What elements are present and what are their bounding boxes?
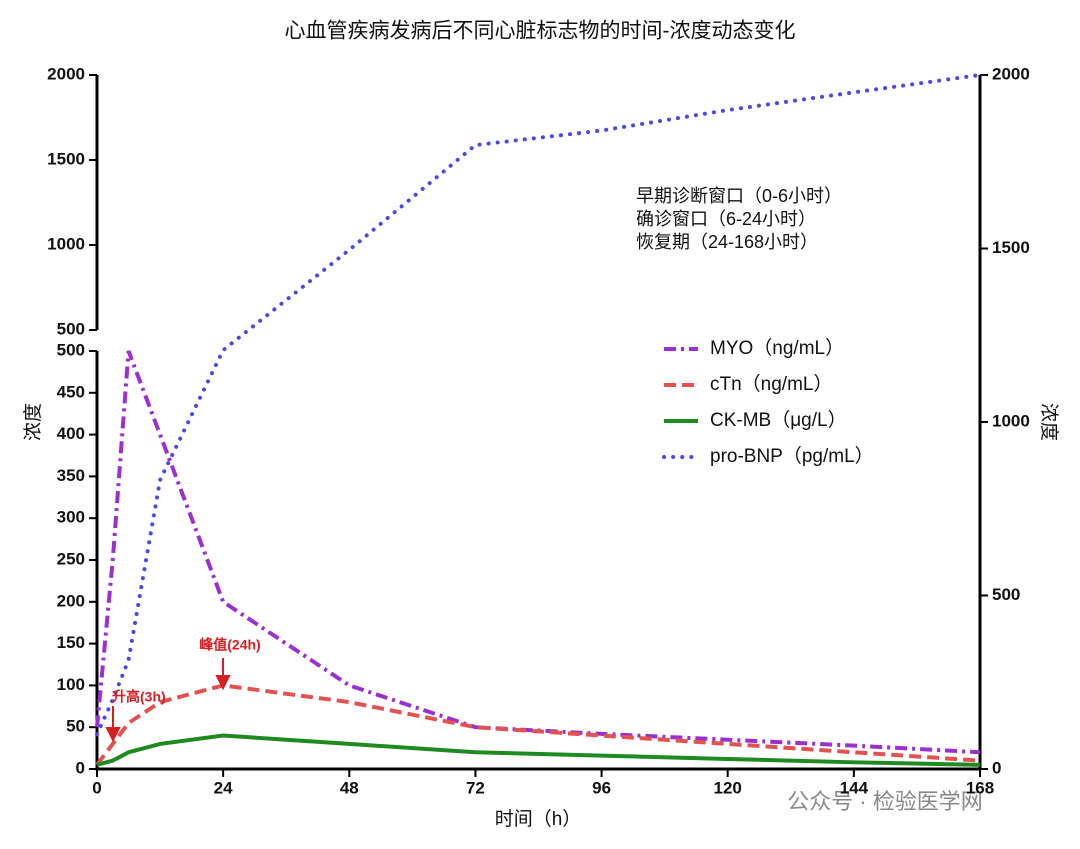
y-tick-label: 250 <box>57 549 85 568</box>
annotation-arrow <box>105 706 121 743</box>
y-tick-label: 150 <box>57 633 85 652</box>
series-line <box>95 350 981 755</box>
x-tick-label: 24 <box>214 778 233 797</box>
y-tick-label: 50 <box>66 717 85 736</box>
y-tick-label: 1500 <box>47 149 85 168</box>
x-tick-label: 120 <box>714 778 742 797</box>
x-tick-label: 0 <box>92 778 101 797</box>
y-tick-label: 450 <box>57 382 85 401</box>
y2-axis-label: 浓度 <box>1038 403 1060 441</box>
y-tick-label: 400 <box>57 424 85 443</box>
x-tick-label: 168 <box>966 778 994 797</box>
y-tick-label: 300 <box>57 508 85 527</box>
series-line <box>96 733 981 767</box>
annotation: 峰值(24h) <box>199 637 260 653</box>
x-tick-label: 72 <box>466 778 485 797</box>
legend-label: MYO（ng/mL） <box>710 337 844 359</box>
y-tick-label: 200 <box>57 591 85 610</box>
y-tick-label: 1000 <box>47 234 85 253</box>
y-tick-label: 350 <box>57 466 85 485</box>
chart-title: 心血管疾病发病后不同心脏标志物的时间-浓度动态变化 <box>285 20 796 43</box>
y2-tick-label: 500 <box>992 585 1020 604</box>
x-tick-label: 96 <box>592 778 611 797</box>
axes <box>95 75 982 771</box>
y-tick-label: 500 <box>57 319 85 338</box>
series-line <box>95 683 981 767</box>
y2-tick-label: 0 <box>992 758 1001 777</box>
y2-tick-label: 1500 <box>992 238 1030 257</box>
note-line: 早期诊断窗口（0-6小时） <box>636 186 842 206</box>
legend-label: cTn（ng/mL） <box>710 373 832 395</box>
note-line: 恢复期（24-168小时） <box>636 232 818 252</box>
y-tick-label: 500 <box>57 340 85 359</box>
x-tick-label: 48 <box>340 778 359 797</box>
y2-tick-label: 1000 <box>992 411 1030 430</box>
y-tick-label: 2000 <box>47 64 85 83</box>
y-tick-label: 100 <box>57 675 85 694</box>
legend-label: CK-MB（μg/L） <box>710 409 847 431</box>
annotation: 升高(3h) <box>112 689 166 705</box>
watermark: 公众号 · 检验医学网 <box>787 789 983 814</box>
annotation-arrow <box>215 658 231 691</box>
y2-tick-label: 2000 <box>992 64 1030 83</box>
x-tick-label: 144 <box>840 778 869 797</box>
x-axis-label: 时间（h） <box>495 808 582 830</box>
note-line: 确诊窗口（6-24小时） <box>636 209 816 229</box>
series-line <box>95 73 982 737</box>
legend-label: pro-BNP（pg/mL） <box>710 445 874 467</box>
y-axis-label: 浓度 <box>22 403 44 441</box>
y-tick-label: 0 <box>76 758 85 777</box>
